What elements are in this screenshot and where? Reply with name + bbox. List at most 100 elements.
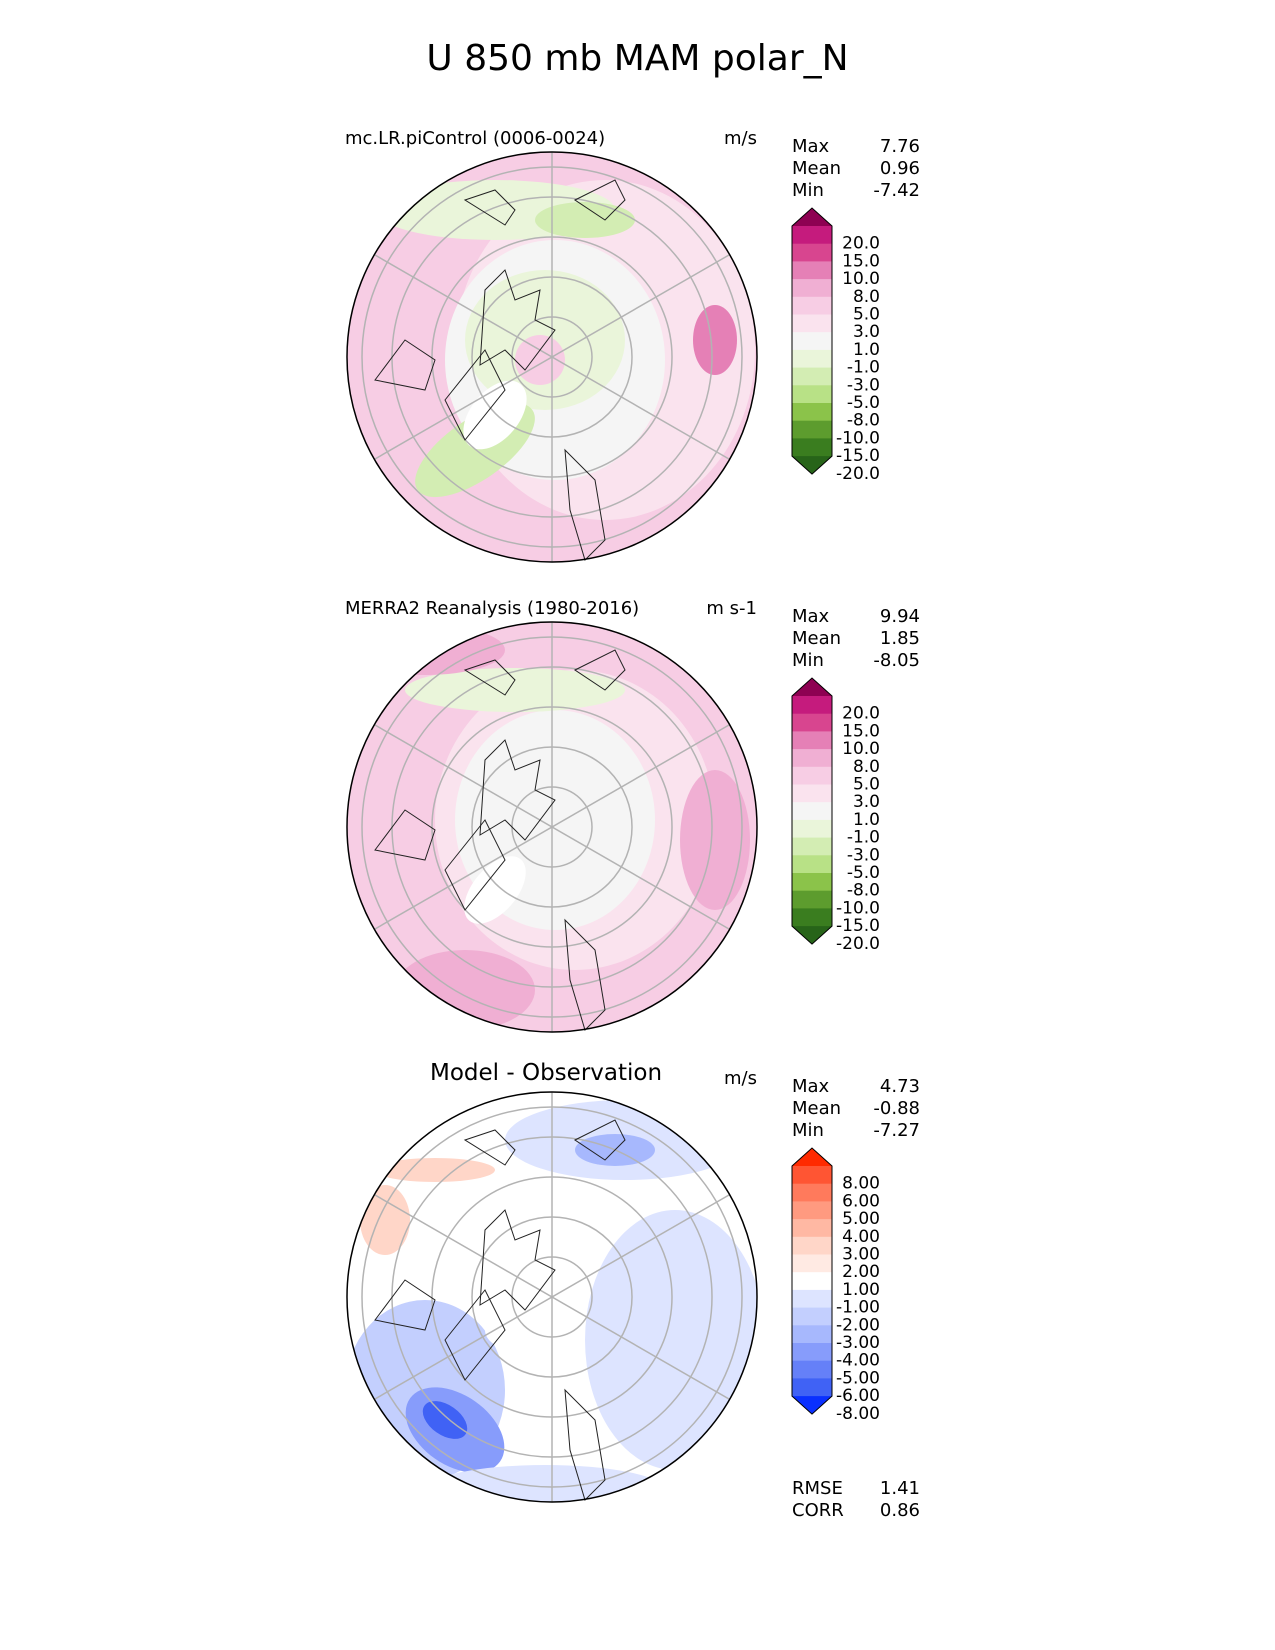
colorbar-segment — [792, 403, 832, 422]
mean-label: Mean — [792, 158, 842, 179]
colorbar-segment — [792, 1183, 832, 1202]
colorbar-outline — [791, 677, 833, 945]
min-value: -7.27 — [873, 1120, 920, 1141]
colorbar-tick-label: -3.00 — [836, 1333, 880, 1353]
mean-label: Mean — [792, 628, 842, 649]
colorbar-tick-label: -20.0 — [836, 934, 880, 954]
mean-label: Mean — [792, 1098, 842, 1119]
colorbar-segment — [792, 784, 832, 803]
colorbar-tick-label: 3.00 — [842, 1245, 880, 1265]
colorbar: 20.015.010.08.05.03.01.0-1.0-3.0-5.0-8.0… — [791, 207, 880, 484]
colorbar-tick-label: -1.0 — [847, 828, 880, 848]
colorbar-tick-label: 6.00 — [842, 1191, 880, 1211]
rmse-label: RMSE — [792, 1478, 843, 1499]
colorbar-tick-label: 3.0 — [853, 792, 880, 812]
colorbar-segment — [792, 908, 832, 927]
colorbar-segment — [792, 1307, 832, 1326]
colorbar-tick-label: -3.0 — [847, 375, 880, 395]
colorbar-tick-label: -4.00 — [836, 1351, 880, 1371]
panel-difference: Model - Observation m/s — [0, 1060, 1275, 1538]
colorbar-tick-label: -5.00 — [836, 1368, 880, 1388]
min-label: Min — [792, 180, 824, 201]
colorbar-tick-label: 8.0 — [853, 757, 880, 777]
colorbar-segment — [792, 819, 832, 839]
colorbar-segment — [792, 1254, 832, 1273]
panel-observation: MERRA2 Reanalysis (1980-2016) m s-1 — [0, 598, 1275, 1068]
colorbar-segment — [792, 1166, 832, 1185]
colorbar-tick-label: 15.0 — [842, 721, 880, 741]
colorbar-segment — [792, 420, 832, 439]
panel-units: m s-1 — [706, 598, 757, 619]
corr-value: 0.86 — [879, 1500, 920, 1521]
colorbar-tick-label: -6.00 — [836, 1386, 880, 1406]
colorbar-tick-label: 1.0 — [853, 810, 880, 830]
colorbar-segment — [792, 1325, 832, 1344]
min-label: Min — [792, 650, 824, 671]
figure-title: U 850 mb MAM polar_N — [426, 38, 849, 79]
panel-units: m/s — [724, 128, 757, 149]
colorbar-segment — [792, 749, 832, 768]
colorbar-tick-label: -10.0 — [836, 428, 880, 448]
colorbar-tick-label: -8.0 — [847, 881, 880, 901]
colorbar-outline — [791, 207, 833, 475]
min-label: Min — [792, 1120, 824, 1141]
stats-box: Max 4.73 Mean -0.88 Min -7.27 — [792, 1076, 920, 1142]
colorbar-tick-label: -15.0 — [836, 916, 880, 936]
max-value: 9.94 — [879, 606, 920, 627]
colorbar-segment — [792, 1378, 832, 1397]
colorbar-tick-label: 1.00 — [842, 1280, 880, 1300]
colorbar-tick-label: -2.00 — [836, 1315, 880, 1335]
colorbar-tick-label: 8.00 — [842, 1174, 880, 1194]
colorbar: 8.006.005.004.003.002.001.00-1.00-2.00-3… — [791, 1147, 880, 1424]
colorbar-tick-label: 1.0 — [853, 340, 880, 360]
stats-box: Max 7.76 Mean 0.96 Min -7.42 — [792, 136, 920, 202]
max-value: 4.73 — [879, 1076, 920, 1097]
colorbar-segment — [792, 243, 832, 262]
max-value: 7.76 — [879, 136, 920, 157]
colorbar-tick-label: 20.0 — [842, 234, 880, 254]
rmse-corr-box: RMSE 1.41 CORR 0.86 — [792, 1478, 920, 1522]
colorbar-segment — [792, 855, 832, 874]
colorbar-tick-label: 5.0 — [853, 775, 880, 795]
polar-map-observation — [346, 621, 758, 1033]
colorbar-tick-label: 10.0 — [842, 739, 880, 759]
max-label: Max — [792, 136, 830, 157]
colorbar-tick-label: -5.0 — [847, 863, 880, 883]
colorbar-segment — [792, 1289, 832, 1309]
colorbar-segment — [792, 438, 832, 457]
colorbar-segment — [792, 314, 832, 333]
colorbar-segment — [792, 261, 832, 280]
colorbar-segment — [792, 279, 832, 298]
colorbar-segment — [792, 1343, 832, 1362]
colorbar-tick-label: -10.0 — [836, 898, 880, 918]
colorbar-segment — [792, 226, 832, 245]
colorbar-tick-label: 15.0 — [842, 251, 880, 271]
colorbar-tick-label: 8.0 — [853, 287, 880, 307]
colorbar-segment — [792, 385, 832, 404]
panel-units: m/s — [724, 1068, 757, 1089]
colorbar-tick-label: -1.00 — [836, 1298, 880, 1318]
colorbar-tick-label: 10.0 — [842, 269, 880, 289]
panel-title: MERRA2 Reanalysis (1980-2016) — [345, 598, 640, 619]
colorbar-segment — [792, 349, 832, 369]
colorbar-extend-top — [792, 678, 832, 696]
colorbar: 20.015.010.08.05.03.01.0-1.0-3.0-5.0-8.0… — [791, 677, 880, 954]
colorbar-tick-label: -3.0 — [847, 845, 880, 865]
colorbar-segment — [792, 696, 832, 715]
mean-value: 1.85 — [879, 628, 920, 649]
colorbar-extend-bottom — [792, 926, 832, 945]
colorbar-segment — [792, 367, 832, 386]
colorbar-tick-label: 4.00 — [842, 1227, 880, 1247]
max-label: Max — [792, 1076, 830, 1097]
colorbar-outline — [791, 1147, 833, 1415]
colorbar-extend-bottom — [792, 1396, 832, 1415]
colorbar-tick-label: -20.0 — [836, 464, 880, 484]
mean-value: -0.88 — [873, 1098, 920, 1119]
min-value: -7.42 — [873, 180, 920, 201]
rmse-value: 1.41 — [879, 1478, 920, 1499]
max-label: Max — [792, 606, 830, 627]
mean-value: 0.96 — [879, 158, 920, 179]
colorbar-tick-label: -1.0 — [847, 358, 880, 378]
colorbar-tick-label: 20.0 — [842, 704, 880, 724]
colorbar-tick-label: -8.0 — [847, 411, 880, 431]
